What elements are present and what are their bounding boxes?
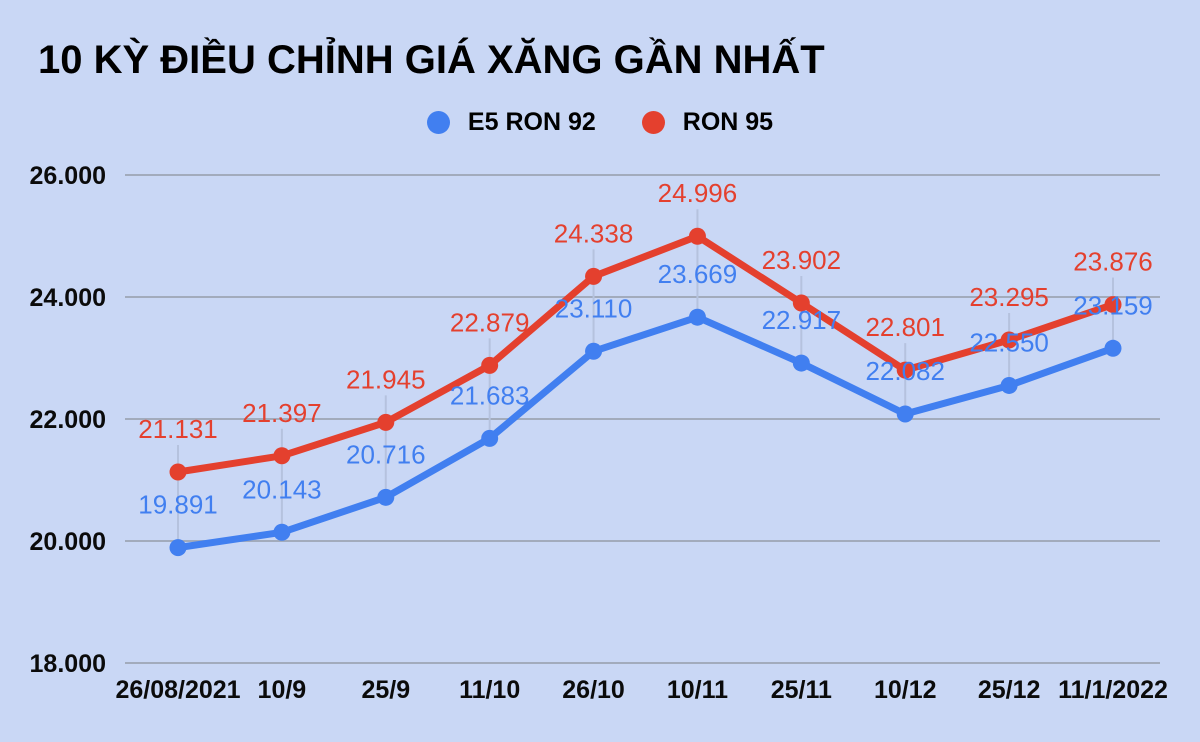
x-tick-label: 26/10 — [562, 676, 625, 704]
data-label: 22.917 — [762, 305, 842, 335]
legend-item-ron-95: RON 95 — [641, 108, 774, 137]
data-point — [688, 227, 706, 245]
series-line-e5-ron-92 — [174, 313, 1117, 552]
data-point — [169, 539, 187, 557]
data-label: 22.082 — [865, 356, 945, 386]
data-label: 24.338 — [554, 218, 634, 248]
data-label: 21.131 — [138, 414, 218, 444]
data-label: 23.295 — [969, 282, 1049, 312]
data-point — [792, 354, 810, 372]
data-point — [688, 308, 706, 326]
x-tick-label: 25/12 — [978, 676, 1041, 704]
data-point — [1000, 376, 1018, 394]
x-tick-label: 25/11 — [771, 676, 832, 704]
x-tick-label: 26/08/2021 — [115, 676, 240, 704]
data-point — [585, 267, 603, 285]
legend-dot-e5-ron-92-icon — [426, 111, 450, 134]
legend-label-ron-95: RON 95 — [682, 108, 774, 136]
data-point — [273, 523, 291, 541]
data-point — [481, 429, 499, 447]
data-label: 20.716 — [346, 439, 426, 469]
data-point — [585, 342, 603, 360]
series-line-ron-95 — [174, 232, 1117, 476]
data-point — [377, 413, 395, 431]
data-label: 23.669 — [658, 259, 738, 289]
data-label: 22.550 — [969, 327, 1049, 357]
data-label: 23.159 — [1073, 290, 1153, 320]
y-tick-label: 20.000 — [30, 528, 106, 556]
data-label: 22.879 — [450, 307, 530, 337]
data-point — [1104, 296, 1122, 314]
y-tick-label: 24.000 — [30, 284, 106, 312]
data-point — [273, 447, 291, 465]
chart-title: 10 KỲ ĐIỀU CHỈNH GIÁ XĂNG GẦN NHẤT — [38, 38, 825, 82]
y-tick-label: 26.000 — [30, 162, 106, 190]
data-label: 21.397 — [242, 398, 322, 428]
x-tick-label: 10/9 — [258, 676, 307, 704]
legend-dot-ron-95-icon — [641, 111, 665, 134]
data-label: 23.876 — [1073, 247, 1153, 277]
y-tick-label: 18.000 — [30, 650, 106, 678]
data-label: 23.902 — [762, 245, 842, 275]
data-point — [377, 488, 395, 506]
x-tick-label: 10/12 — [874, 676, 937, 704]
data-point — [792, 294, 810, 312]
data-label: 24.996 — [658, 178, 738, 208]
data-label: 19.891 — [138, 490, 218, 520]
legend-item-e5-ron-92: E5 RON 92 — [426, 108, 596, 137]
data-label: 23.110 — [555, 293, 633, 323]
data-label: 21.683 — [450, 380, 530, 410]
data-point — [169, 463, 187, 481]
data-label: 22.801 — [865, 312, 945, 342]
data-label: 21.945 — [346, 364, 426, 394]
x-tick-label: 25/9 — [361, 676, 410, 704]
y-tick-label: 22.000 — [30, 406, 106, 434]
data-point — [1000, 331, 1018, 349]
x-tick-label: 11/10 — [459, 676, 520, 704]
data-point — [896, 361, 914, 379]
legend-label-e5-ron-92: E5 RON 92 — [467, 108, 596, 136]
data-point — [896, 405, 914, 423]
legend: E5 RON 92 RON 95 — [0, 108, 1200, 137]
data-point — [481, 356, 499, 374]
data-label: 20.143 — [242, 474, 322, 504]
data-point — [1104, 339, 1122, 357]
x-tick-label: 10/11 — [667, 676, 728, 704]
x-tick-label: 11/1/2022 — [1058, 676, 1168, 704]
